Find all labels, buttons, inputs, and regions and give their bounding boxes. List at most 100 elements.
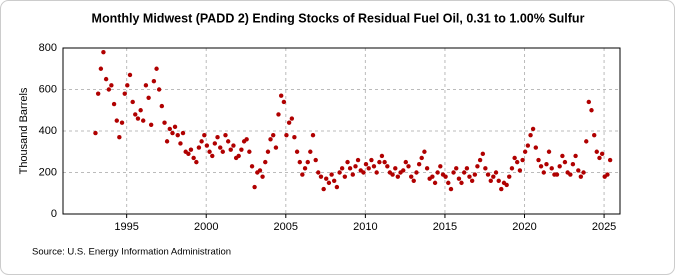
point xyxy=(485,172,491,177)
point xyxy=(284,132,289,138)
point xyxy=(607,157,613,163)
point xyxy=(143,83,149,88)
point xyxy=(294,149,300,154)
point xyxy=(326,180,332,186)
point xyxy=(557,164,562,169)
point xyxy=(175,132,180,138)
point xyxy=(435,170,440,175)
point xyxy=(477,157,483,163)
y-tick-label: 800 xyxy=(39,42,57,54)
point xyxy=(512,155,517,161)
point xyxy=(207,149,212,154)
point xyxy=(504,182,509,188)
point xyxy=(148,122,154,127)
point xyxy=(361,170,366,175)
point xyxy=(257,168,263,173)
point xyxy=(448,186,454,192)
point xyxy=(451,170,456,175)
point xyxy=(106,87,112,92)
point xyxy=(159,103,165,109)
point xyxy=(411,178,416,183)
point xyxy=(331,178,337,183)
point xyxy=(138,108,143,113)
point xyxy=(337,170,342,175)
point xyxy=(231,143,236,148)
point xyxy=(135,116,141,121)
point xyxy=(334,184,340,190)
x-tick-label: 1995 xyxy=(114,221,138,233)
point xyxy=(592,132,597,138)
point xyxy=(164,139,170,144)
point xyxy=(180,130,186,136)
point xyxy=(167,126,172,132)
point xyxy=(461,170,467,175)
point xyxy=(403,159,408,165)
point xyxy=(406,164,411,169)
point xyxy=(111,101,117,107)
point xyxy=(170,130,175,136)
point xyxy=(228,147,233,152)
point xyxy=(109,83,114,88)
point xyxy=(382,159,387,165)
point xyxy=(464,166,470,171)
point xyxy=(186,151,191,157)
point xyxy=(141,118,146,123)
point xyxy=(562,159,568,165)
point xyxy=(247,149,252,154)
point xyxy=(318,174,324,179)
point xyxy=(324,176,329,181)
point xyxy=(570,162,576,167)
y-tick-label: 400 xyxy=(39,125,57,137)
point xyxy=(538,164,544,169)
point xyxy=(541,170,546,175)
point xyxy=(475,164,480,169)
point xyxy=(151,79,157,84)
point xyxy=(281,99,287,105)
point xyxy=(249,164,255,169)
y-tick-label: 200 xyxy=(39,166,57,178)
point xyxy=(480,151,486,157)
point xyxy=(409,174,414,179)
x-tick-label: 2015 xyxy=(433,221,457,233)
point xyxy=(125,83,130,88)
point xyxy=(374,170,379,175)
point xyxy=(204,143,210,148)
point xyxy=(202,132,207,138)
point xyxy=(353,164,358,169)
point xyxy=(98,66,104,71)
point xyxy=(313,157,318,163)
point xyxy=(491,174,496,179)
point xyxy=(544,162,549,167)
point xyxy=(469,178,475,183)
point xyxy=(321,186,326,192)
point xyxy=(244,137,249,142)
point xyxy=(536,157,541,163)
point xyxy=(172,124,178,130)
point xyxy=(188,147,194,152)
point xyxy=(236,153,241,159)
point xyxy=(369,157,374,163)
point xyxy=(424,166,430,171)
point xyxy=(568,172,573,177)
y-axis-label: Thousand Barrels xyxy=(18,87,30,174)
point xyxy=(456,176,462,181)
point xyxy=(520,157,525,163)
point xyxy=(347,166,353,171)
point xyxy=(310,132,316,138)
point xyxy=(589,108,594,113)
point xyxy=(350,172,355,177)
point xyxy=(496,178,501,183)
point xyxy=(218,145,223,150)
point xyxy=(395,174,401,179)
point xyxy=(93,130,98,136)
point xyxy=(560,153,565,159)
point xyxy=(446,180,451,186)
point xyxy=(329,172,334,177)
point xyxy=(355,157,361,163)
point xyxy=(339,166,345,171)
point xyxy=(416,162,422,167)
point xyxy=(292,135,297,140)
x-tick-label: 2020 xyxy=(512,221,536,233)
point xyxy=(117,135,122,140)
